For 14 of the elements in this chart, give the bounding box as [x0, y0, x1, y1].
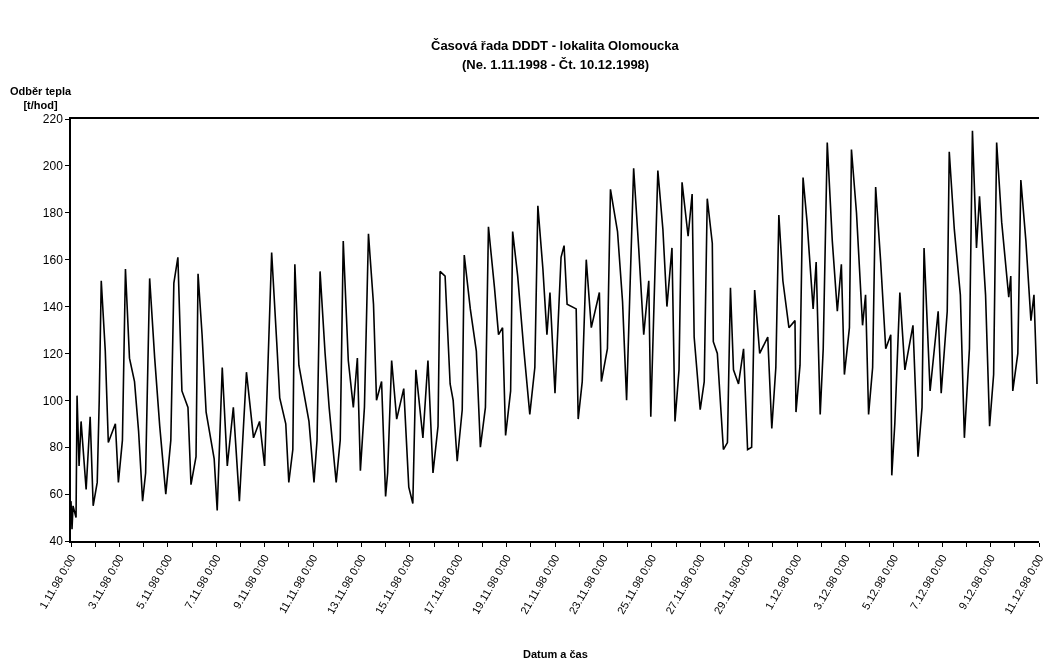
y-tick-label: 120: [42, 346, 64, 361]
y-tick-label: 100: [42, 393, 64, 408]
y-tick-label: 200: [42, 159, 64, 174]
chart-title: Časová řada DDDT - lokalita Olomoucka: [431, 38, 680, 53]
y-tick-label: 140: [42, 299, 64, 314]
y-tick-label: 220: [42, 112, 64, 127]
y-tick-label: 180: [42, 205, 64, 220]
x-axis-title: Datum a čas: [523, 648, 588, 660]
y-tick-label: 80: [49, 440, 64, 455]
y-axis-title: Odběr tepla [t/hod]: [10, 85, 73, 112]
y-tick-label: 40: [49, 534, 64, 549]
y-tick-label: 60: [49, 487, 64, 502]
y-tick-label: 160: [42, 252, 64, 267]
chart-subtitle: (Ne. 1.11.1998 - Čt. 10.12.1998): [462, 57, 650, 72]
